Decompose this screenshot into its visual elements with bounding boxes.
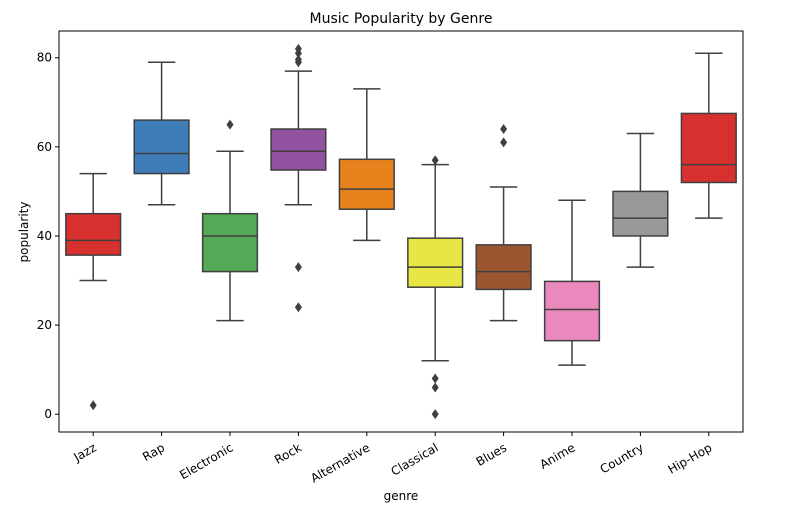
y-tick-label: 80 <box>37 51 52 65</box>
x-tick-label: Anime <box>537 440 577 471</box>
box-hip-hop <box>680 112 737 184</box>
outlier-point <box>294 302 302 313</box>
y-tick-label: 20 <box>37 318 52 332</box>
x-tick-label: Country <box>598 440 646 476</box>
outlier-point <box>431 373 439 384</box>
x-tick-label: Alternative <box>308 440 372 485</box>
y-tick-label: 0 <box>44 407 52 421</box>
outlier-point <box>89 400 97 411</box>
outlier-point <box>500 124 508 135</box>
x-tick-label: Rock <box>272 440 304 466</box>
box-classical <box>407 237 464 288</box>
outlier-point <box>431 409 439 420</box>
outlier-point <box>431 155 439 166</box>
box-blues <box>475 244 532 291</box>
x-tick-label: Electronic <box>177 440 235 482</box>
box-jazz <box>65 212 122 256</box>
y-tick-label: 60 <box>37 140 52 154</box>
plot-frame <box>58 30 744 433</box>
box-electronic <box>201 212 259 273</box>
outlier-point <box>500 137 508 148</box>
outlier-point <box>431 382 439 393</box>
x-tick-label: Classical <box>388 440 440 478</box>
outlier-point <box>294 57 302 68</box>
x-tick-label: Jazz <box>70 440 98 464</box>
box-alternative <box>338 158 395 210</box>
x-tick-label: Blues <box>474 440 509 469</box>
x-axis-label: genre <box>384 489 419 503</box>
outlier-point <box>294 48 302 59</box>
box-anime <box>543 280 601 342</box>
x-tick-label: Hip-Hop <box>665 440 714 476</box>
y-tick-label: 40 <box>37 229 52 243</box>
outlier-point <box>294 262 302 273</box>
x-tick-label: Rap <box>140 440 167 464</box>
box-rap <box>133 119 190 175</box>
chart-title: Music Popularity by Genre <box>310 11 493 27</box>
box-country <box>612 190 669 237</box>
box-rock <box>270 128 327 171</box>
outlier-point <box>226 119 234 130</box>
y-axis-label: popularity <box>17 202 31 263</box>
plot-area: 0 20 40 60 80 Jazz Rap Electronic Rock Alternativ… <box>37 30 744 486</box>
